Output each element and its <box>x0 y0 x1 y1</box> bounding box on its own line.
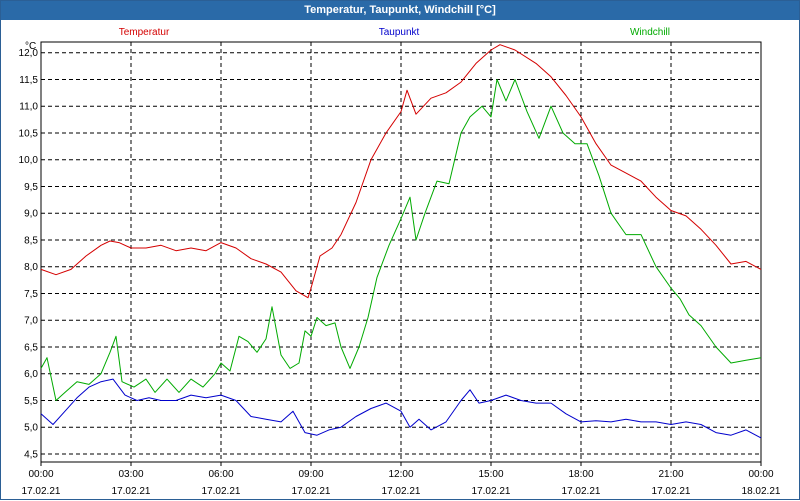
series-lines <box>40 44 762 439</box>
x-tick-time: 15:00 <box>478 469 503 480</box>
x-tick-time: 00:00 <box>28 469 53 480</box>
series-line-temperatur <box>40 44 762 299</box>
legend-windchill: Windchill <box>630 27 670 38</box>
x-tick-date: 17.02.21 <box>562 486 601 497</box>
y-tick-label: 6,5 <box>24 342 38 353</box>
x-tick-date: 17.02.21 <box>292 486 331 497</box>
series-line-windchill <box>40 79 762 401</box>
y-tick-label: 5,0 <box>24 423 38 434</box>
y-tick-label: 6,0 <box>24 369 38 380</box>
grid <box>41 42 761 462</box>
y-tick-label: 8,0 <box>24 262 38 273</box>
y-axis-unit-label: °C <box>25 41 36 52</box>
y-tick-label: 8,5 <box>24 235 38 246</box>
x-tick-date: 17.02.21 <box>112 486 151 497</box>
y-tick-label: 7,0 <box>24 316 38 327</box>
y-tick-label: 9,0 <box>24 209 38 220</box>
x-tick-time: 18:00 <box>568 469 593 480</box>
x-tick-date: 17.02.21 <box>652 486 691 497</box>
legend-temperatur: Temperatur <box>119 27 170 38</box>
x-axis-ticks: 00:00 17.02.21 03:00 17.02.21 06:00 17.02.21 0… <box>22 462 781 497</box>
series-line-taupunkt <box>40 378 762 439</box>
x-tick-date: 17.02.21 <box>382 486 421 497</box>
y-tick-label: 10,0 <box>19 155 39 166</box>
x-tick-time: 03:00 <box>118 469 143 480</box>
legend-taupunkt: Taupunkt <box>379 27 420 38</box>
y-tick-label: 9,5 <box>24 182 38 193</box>
y-tick-label: 11,5 <box>19 75 38 86</box>
y-tick-label: 4,5 <box>24 449 38 460</box>
y-tick-label: 12,0 <box>19 48 39 59</box>
y-tick-label: 5,5 <box>24 396 38 407</box>
x-tick-time: 12:00 <box>388 469 413 480</box>
y-tick-label: 10,5 <box>19 128 39 139</box>
y-tick-label: 7,5 <box>24 289 38 300</box>
x-tick-date: 17.02.21 <box>202 486 241 497</box>
x-tick-time: 06:00 <box>208 469 233 480</box>
x-tick-date: 18.02.21 <box>742 486 781 497</box>
x-tick-time: 09:00 <box>298 469 323 480</box>
window-title: Temperatur, Taupunkt, Windchill [°C] <box>1 1 799 20</box>
x-tick-date: 17.02.21 <box>472 486 511 497</box>
y-tick-label: 11,0 <box>19 102 38 113</box>
x-tick-date: 17.02.21 <box>22 486 61 497</box>
x-tick-time: 00:00 <box>748 469 773 480</box>
y-axis-ticks: 12,0 11,5 11,0 10,5 10,0 9,5 9,0 8,5 8,0 7,5 7,0 6,… <box>19 48 39 460</box>
x-tick-time: 21:00 <box>658 469 683 480</box>
